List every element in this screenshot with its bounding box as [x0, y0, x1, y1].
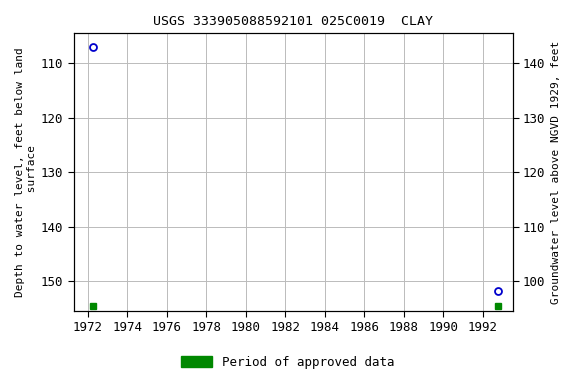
Title: USGS 333905088592101 025C0019  CLAY: USGS 333905088592101 025C0019 CLAY: [153, 15, 433, 28]
Y-axis label: Depth to water level, feet below land
 surface: Depth to water level, feet below land su…: [15, 47, 37, 297]
Y-axis label: Groundwater level above NGVD 1929, feet: Groundwater level above NGVD 1929, feet: [551, 41, 561, 304]
Legend: Period of approved data: Period of approved data: [176, 351, 400, 374]
